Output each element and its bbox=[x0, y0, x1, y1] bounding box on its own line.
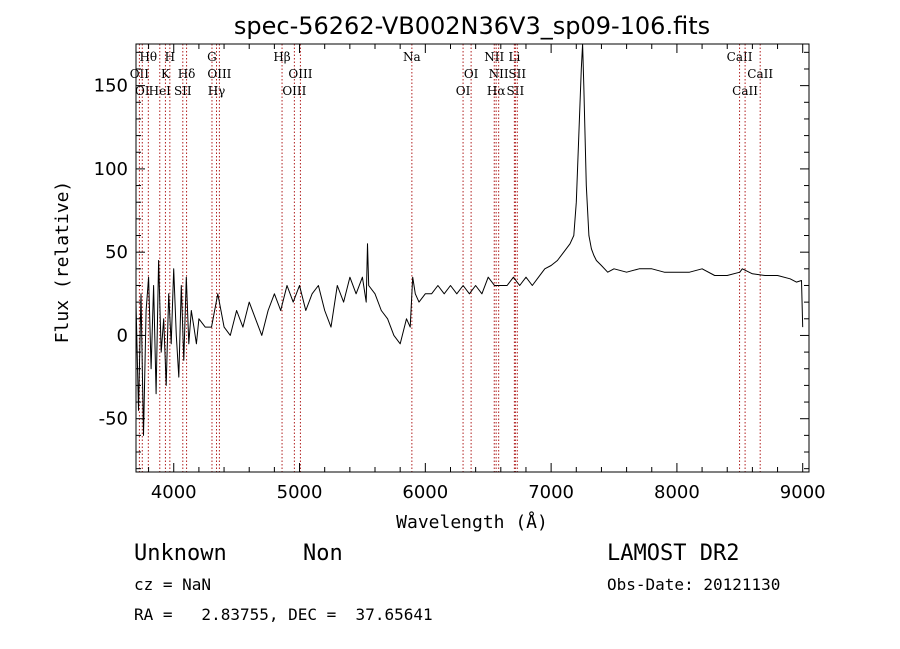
marker-label: K bbox=[161, 67, 171, 81]
marker-label: OI bbox=[456, 84, 471, 98]
marker-label: HeI bbox=[149, 84, 172, 98]
marker-label: CaII bbox=[747, 67, 773, 81]
marker-label: Li bbox=[508, 50, 520, 64]
axis-ticks: 4000 5000 6000 7000 8000 9000 -50 0 50 100 150 bbox=[94, 44, 826, 503]
marker-label: Hθ bbox=[139, 50, 157, 64]
spectrum-line bbox=[135, 43, 804, 436]
y-tick-label: 150 bbox=[94, 76, 128, 97]
marker-label: NII bbox=[484, 50, 504, 64]
marker-label: NII bbox=[489, 67, 509, 81]
marker-label: Hδ bbox=[178, 67, 196, 81]
marker-label: Hα bbox=[487, 84, 506, 98]
marker-label: CaII bbox=[732, 84, 758, 98]
marker-label: Hβ bbox=[273, 50, 290, 64]
chart-title: spec-56262-VB002N36V3_sp09-106.fits bbox=[234, 12, 710, 40]
x-tick-label: 4000 bbox=[151, 482, 197, 503]
survey-text: LAMOST DR2 bbox=[607, 541, 739, 566]
y-axis-label: Flux (relative) bbox=[52, 181, 73, 344]
x-tick-label: 8000 bbox=[654, 482, 700, 503]
marker-label: H bbox=[165, 50, 175, 64]
marker-label: SII bbox=[507, 84, 525, 98]
x-tick-label: 9000 bbox=[780, 482, 826, 503]
marker-label: CaII bbox=[727, 50, 753, 64]
x-tick-label: 5000 bbox=[277, 482, 323, 503]
y-tick-label: 50 bbox=[105, 242, 128, 263]
classification-text: Unknown bbox=[134, 541, 227, 566]
coordinates-text: RA = 2.83755, DEC = 37.65641 bbox=[134, 605, 433, 624]
x-tick-label: 6000 bbox=[402, 482, 448, 503]
plot-frame bbox=[135, 43, 810, 473]
y-tick-label: -50 bbox=[99, 409, 128, 430]
marker-label: SII bbox=[508, 67, 526, 81]
marker-label: OI bbox=[135, 84, 150, 98]
marker-label: OI bbox=[464, 67, 479, 81]
y-tick-label: 0 bbox=[117, 325, 128, 346]
marker-label: G bbox=[207, 50, 217, 64]
line-markers: OII OI Hθ HeI KH SII Hδ G Hγ OIII Hβ OIII OIII Na OI OI… bbox=[130, 44, 773, 472]
spectrum-series bbox=[135, 43, 804, 436]
marker-label: OII bbox=[130, 67, 150, 81]
marker-label: Hγ bbox=[208, 84, 226, 98]
obs-date-text: Obs-Date: 20121130 bbox=[607, 575, 780, 594]
marker-label: SII bbox=[174, 84, 192, 98]
y-tick-label: 100 bbox=[94, 159, 128, 180]
marker-label: Na bbox=[403, 50, 421, 64]
marker-label: OIII bbox=[288, 67, 312, 81]
x-axis-label: Wavelength (Å) bbox=[396, 511, 548, 533]
marker-label: OIII bbox=[207, 67, 231, 81]
redshift-text: cz = NaN bbox=[134, 575, 211, 594]
marker-label: OIII bbox=[282, 84, 306, 98]
subclass-text: Non bbox=[303, 541, 343, 566]
x-tick-label: 7000 bbox=[528, 482, 574, 503]
